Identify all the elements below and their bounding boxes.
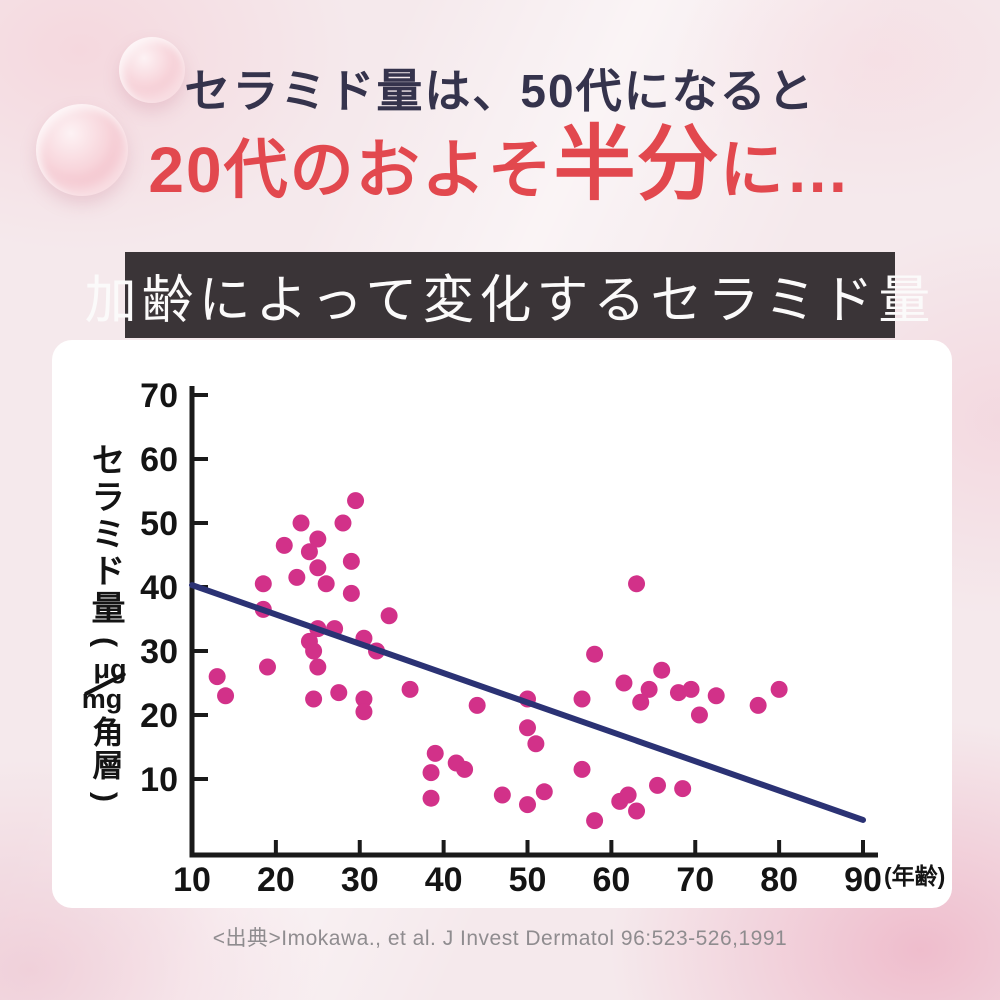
x-axis-unit-label: (年齢): [884, 863, 945, 889]
y-tick-label: 40: [140, 569, 178, 607]
data-point: [527, 735, 545, 753]
data-point: [380, 607, 398, 625]
headline-line2-prefix: 20代のおよそ: [148, 134, 554, 206]
data-point: [275, 536, 293, 554]
x-tick-label: 30: [341, 861, 379, 899]
data-point: [456, 760, 474, 778]
y-axis-label: セラミド量 ( μg mg 角層 ): [72, 442, 138, 810]
data-point: [422, 789, 440, 807]
data-point: [649, 776, 667, 794]
data-point: [309, 530, 327, 548]
data-point: [468, 696, 486, 714]
y-tick-label: 30: [140, 633, 178, 671]
data-point: [342, 584, 360, 602]
chart-title-banner: 加齢によって変化するセラミド量: [85, 252, 930, 338]
chart-panel: [52, 340, 952, 908]
data-point: [770, 680, 788, 698]
y-axis-unit-fraction: μg mg: [82, 655, 128, 714]
data-point: [330, 684, 348, 702]
data-point: [628, 575, 646, 593]
x-tick-label: 40: [425, 861, 463, 899]
data-point: [586, 812, 604, 830]
data-point: [690, 706, 708, 724]
data-point: [288, 568, 306, 586]
data-point: [674, 780, 692, 798]
data-point: [309, 559, 327, 577]
y-tick-label: 20: [140, 697, 178, 735]
data-point: [317, 575, 335, 593]
data-point: [355, 703, 373, 721]
data-point: [586, 645, 604, 663]
data-point: [300, 543, 318, 561]
headline-line1: セラミド量は、50代になると: [184, 65, 816, 117]
data-point: [573, 690, 591, 708]
data-point: [422, 764, 440, 782]
data-point: [707, 687, 725, 705]
data-point: [653, 661, 671, 679]
x-tick-label: 80: [760, 861, 798, 899]
data-point: [628, 802, 646, 820]
data-point: [347, 492, 365, 510]
x-tick-label: 90: [844, 861, 882, 899]
data-point: [305, 690, 323, 708]
data-point: [426, 744, 444, 762]
data-point: [519, 796, 536, 814]
data-point: [535, 783, 553, 801]
y-tick-label: 10: [140, 761, 178, 799]
data-point: [749, 696, 767, 714]
data-point: [682, 680, 700, 698]
data-point: [401, 680, 419, 698]
data-point: [640, 680, 658, 698]
data-point: [615, 674, 633, 692]
data-point: [208, 668, 226, 686]
data-point: [573, 760, 591, 778]
bubble-decoration-small: [119, 37, 185, 103]
x-tick-label: 20: [257, 861, 295, 899]
data-point: [334, 514, 352, 532]
data-point: [292, 514, 310, 532]
data-point: [519, 719, 536, 737]
data-point: [493, 786, 511, 804]
data-point: [619, 786, 637, 804]
data-point: [217, 687, 235, 705]
y-axis-unit-denominator: mg: [81, 684, 123, 715]
data-point: [258, 658, 276, 676]
data-point: [342, 552, 360, 570]
headline-emphasis: 半分: [553, 119, 720, 210]
x-tick-label: 70: [676, 861, 714, 899]
x-tick-label: 50: [509, 861, 547, 899]
data-point: [309, 658, 327, 676]
headline-line2-suffix: に…: [719, 134, 852, 206]
x-tick-label: 60: [592, 861, 630, 899]
data-point: [254, 575, 272, 593]
y-axis-label-main: セラミド量: [86, 442, 124, 627]
chart-title-text: 加齢によって変化するセラミド量: [84, 272, 936, 330]
trend-line: [189, 582, 866, 823]
headline-line2: 20代のおよそ半分に…: [0, 112, 1000, 219]
data-point: [305, 642, 323, 660]
data-point: [632, 693, 650, 711]
data-point: [355, 690, 373, 708]
y-tick-label: 70: [140, 377, 178, 415]
x-tick-label: 10: [173, 861, 211, 899]
y-tick-label: 50: [140, 505, 178, 543]
y-tick-label: 60: [140, 441, 178, 479]
y-axis-unit-suffix: 角層: [87, 715, 123, 782]
citation-text: <出典>Imokawa., et al. J Invest Dermatol 9…: [212, 927, 788, 950]
bubble-decoration-large: [36, 104, 128, 196]
